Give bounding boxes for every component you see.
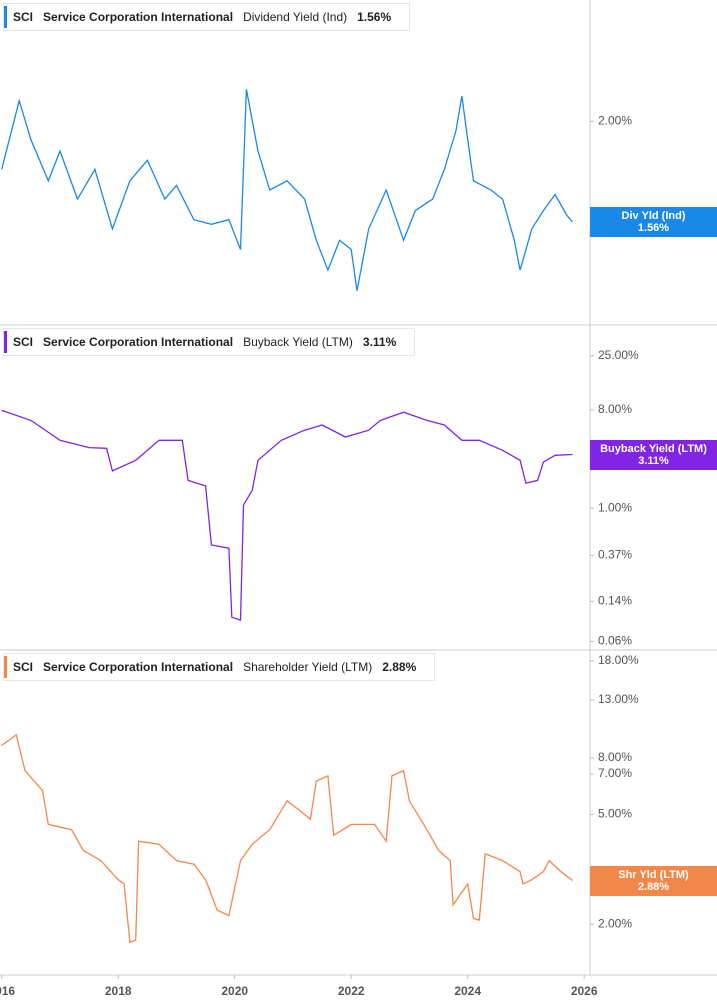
y-tick-label: 8.00%: [598, 402, 632, 416]
company-name: Service Corporation International: [43, 335, 234, 349]
y-tick-label: 2.00%: [598, 113, 632, 127]
company-name: Service Corporation International: [43, 660, 234, 674]
ticker: SCI: [13, 10, 34, 24]
y-tick-label: 8.00%: [598, 750, 632, 764]
y-tick-label: 18.00%: [598, 653, 639, 667]
y-tick-label: 0.06%: [598, 634, 632, 648]
value-badge: Shr Yld (LTM) 2.88%: [590, 865, 717, 896]
series-name: Dividend Yield (Ind): [243, 10, 348, 24]
x-tick-label: 2020: [221, 984, 248, 998]
current-value: 1.56%: [357, 10, 392, 24]
badge-name: Buyback Yield (LTM): [600, 442, 707, 455]
badge-value: 2.88%: [637, 880, 670, 893]
series-name: Buyback Yield (LTM): [243, 335, 353, 349]
y-tick-label: 13.00%: [598, 692, 639, 706]
current-value: 3.11%: [362, 335, 397, 349]
panel-header: SCI Service Corporation International Buyb…: [3, 328, 416, 356]
value-badge: Div Yld (Ind) 1.56%: [590, 207, 717, 237]
y-tick-label: 1.00%: [598, 500, 632, 514]
color-bar: [4, 656, 7, 678]
badge-value: 3.11%: [638, 454, 669, 467]
y-tick-label: 25.00%: [598, 348, 639, 362]
y-tick-label: 0.37%: [598, 547, 632, 561]
badge-name: Shr Yld (LTM): [618, 868, 689, 881]
y-tick-label: 5.00%: [598, 807, 632, 821]
badge-name: Div Yld (Ind): [621, 210, 686, 222]
x-tick-label: 2016: [0, 984, 15, 998]
x-tick-label: 2024: [454, 984, 481, 998]
line-series: [1, 89, 573, 291]
ticker: SCI: [13, 335, 34, 349]
y-tick-label: 7.00%: [598, 766, 632, 780]
value-badge: Buyback Yield (LTM) 3.11%: [590, 439, 717, 470]
x-tick-label: 2026: [571, 984, 598, 998]
series-name: Shareholder Yield (LTM): [243, 660, 373, 674]
color-bar: [4, 331, 7, 353]
x-tick-label: 2018: [105, 984, 132, 998]
color-bar: [4, 6, 7, 28]
current-value: 2.88%: [382, 660, 417, 674]
panel-header: SCI Service Corporation International Divi…: [3, 3, 411, 31]
line-series: [1, 409, 573, 621]
ticker: SCI: [13, 660, 34, 674]
company-name: Service Corporation International: [43, 10, 234, 24]
x-tick-label: 2022: [338, 984, 365, 998]
y-tick-label: 2.00%: [598, 916, 632, 930]
badge-value: 1.56%: [637, 222, 670, 234]
line-series: [1, 733, 573, 944]
y-tick-label: 0.14%: [598, 593, 632, 607]
panel-header: SCI Service Corporation International Shar…: [3, 653, 436, 681]
